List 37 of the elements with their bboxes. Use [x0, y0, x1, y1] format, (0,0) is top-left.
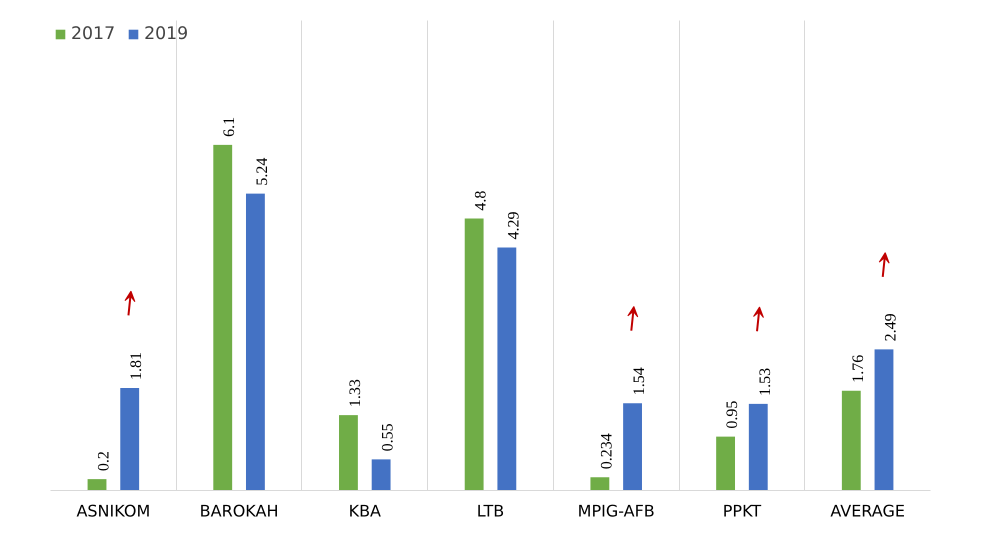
bar	[246, 194, 265, 490]
x-tick-label: PPKT	[722, 502, 762, 520]
data-label: 6.1	[221, 116, 238, 137]
data-label: 5.24	[254, 158, 271, 186]
bar	[339, 415, 358, 490]
data-label: 1.33	[346, 379, 364, 408]
data-label: 0.2	[96, 451, 113, 472]
legend-label: 2019	[144, 24, 188, 44]
data-label: 0.234	[598, 433, 616, 470]
data-label: 0.55	[380, 423, 397, 452]
data-label: 1.81	[128, 352, 146, 380]
bar	[497, 247, 516, 490]
x-tick-label: MPIG-AFB	[578, 502, 655, 520]
x-tick-label: ASNIKOM	[76, 502, 150, 520]
bar	[748, 404, 768, 490]
bar	[874, 349, 894, 490]
bar	[842, 390, 861, 490]
data-label: 1.54	[631, 367, 648, 396]
bar	[623, 403, 642, 490]
bar	[716, 436, 736, 490]
data-label: 1.76	[850, 354, 867, 383]
data-label: 0.95	[724, 400, 742, 429]
bar	[213, 144, 232, 490]
bar	[464, 218, 484, 490]
bar	[88, 479, 106, 490]
bar	[120, 388, 140, 490]
data-label: 1.53	[756, 368, 774, 396]
bar	[372, 459, 391, 490]
x-tick-label: KBA	[348, 502, 382, 520]
bar	[590, 477, 610, 490]
x-tick-label: LTB	[476, 502, 504, 520]
data-label: 4.29	[505, 211, 522, 240]
x-tick-label: AVERAGE	[830, 502, 905, 520]
x-tick-label: BAROKAH	[200, 502, 278, 520]
legend-label: 2017	[71, 24, 116, 44]
data-label: 4.8	[472, 190, 490, 211]
data-label: 2.49	[882, 313, 900, 342]
